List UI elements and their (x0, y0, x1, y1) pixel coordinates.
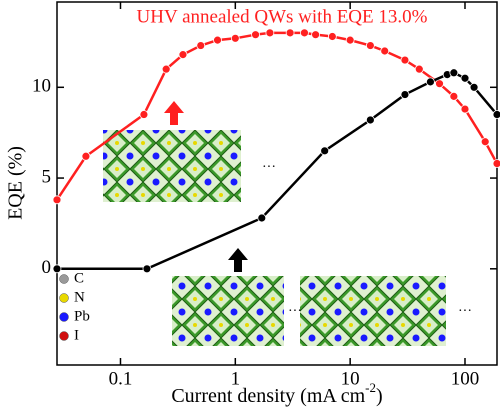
data-point (380, 46, 390, 56)
data-point (161, 64, 171, 74)
y-axis-label: EQE (%) (5, 146, 27, 220)
x-axis-label-end: ) (376, 385, 383, 407)
data-point (365, 41, 375, 50)
legend-marker (59, 312, 69, 322)
legend-marker (59, 293, 69, 303)
data-point (300, 28, 309, 38)
structure-image (103, 130, 241, 202)
arrow (228, 248, 248, 272)
data-point (52, 264, 62, 274)
data-point (320, 146, 330, 156)
data-point (449, 68, 459, 78)
y-tick-label: 0 (42, 257, 52, 278)
data-point (365, 115, 375, 125)
data-point (414, 64, 424, 74)
y-tick-label: 10 (32, 76, 51, 97)
data-point (460, 73, 470, 83)
data-point (311, 30, 320, 40)
x-tick-label: 10 (341, 368, 360, 389)
legend-label: N (74, 289, 85, 305)
x-tick-label: 100 (451, 368, 480, 389)
structure-image (300, 276, 446, 346)
data-point (52, 195, 62, 205)
data-point (265, 28, 275, 38)
data-point (469, 82, 479, 92)
data-point (257, 213, 267, 223)
data-point (449, 91, 459, 101)
data-point (230, 33, 240, 43)
ellipsis: ··· (288, 304, 302, 319)
data-point (327, 32, 337, 41)
data-point (142, 264, 152, 274)
x-tick-label: 0.1 (109, 368, 133, 389)
x-axis-label: Current density (mA cm-2) (171, 380, 382, 407)
data-point (492, 110, 500, 119)
data-point (345, 35, 355, 45)
data-point (400, 90, 410, 99)
data-point (139, 110, 149, 119)
data-point (213, 35, 222, 45)
data-point (178, 50, 188, 60)
data-point (285, 28, 295, 38)
data-point (426, 77, 435, 87)
structures: ··· ··· ··· (103, 101, 472, 346)
arrow (164, 101, 184, 125)
ellipsis: ··· (262, 160, 276, 175)
data-point (400, 55, 410, 65)
data-point (251, 30, 260, 40)
plot-frame (56, 1, 498, 366)
x-tick-label: 1 (231, 368, 241, 389)
data-point (480, 137, 490, 147)
legend-marker (59, 331, 69, 341)
data-point (196, 41, 206, 50)
legend-label: C (74, 270, 84, 286)
y-tick-label: 5 (42, 166, 52, 187)
legend-label: Pb (74, 308, 90, 324)
structure-image (172, 276, 284, 346)
ellipsis: ··· (458, 304, 472, 319)
chart-title: UHV annealed QWs with EQE 13.0% (137, 6, 428, 27)
x-axis-label-sup: -2 (365, 380, 376, 395)
data-point (460, 104, 470, 114)
data-point (435, 79, 444, 89)
data-point (492, 159, 500, 168)
legend-label: I (74, 327, 79, 343)
data-point (81, 151, 91, 161)
legend-marker (59, 274, 69, 284)
x-axis-label-text: Current density (mA cm (171, 385, 365, 407)
